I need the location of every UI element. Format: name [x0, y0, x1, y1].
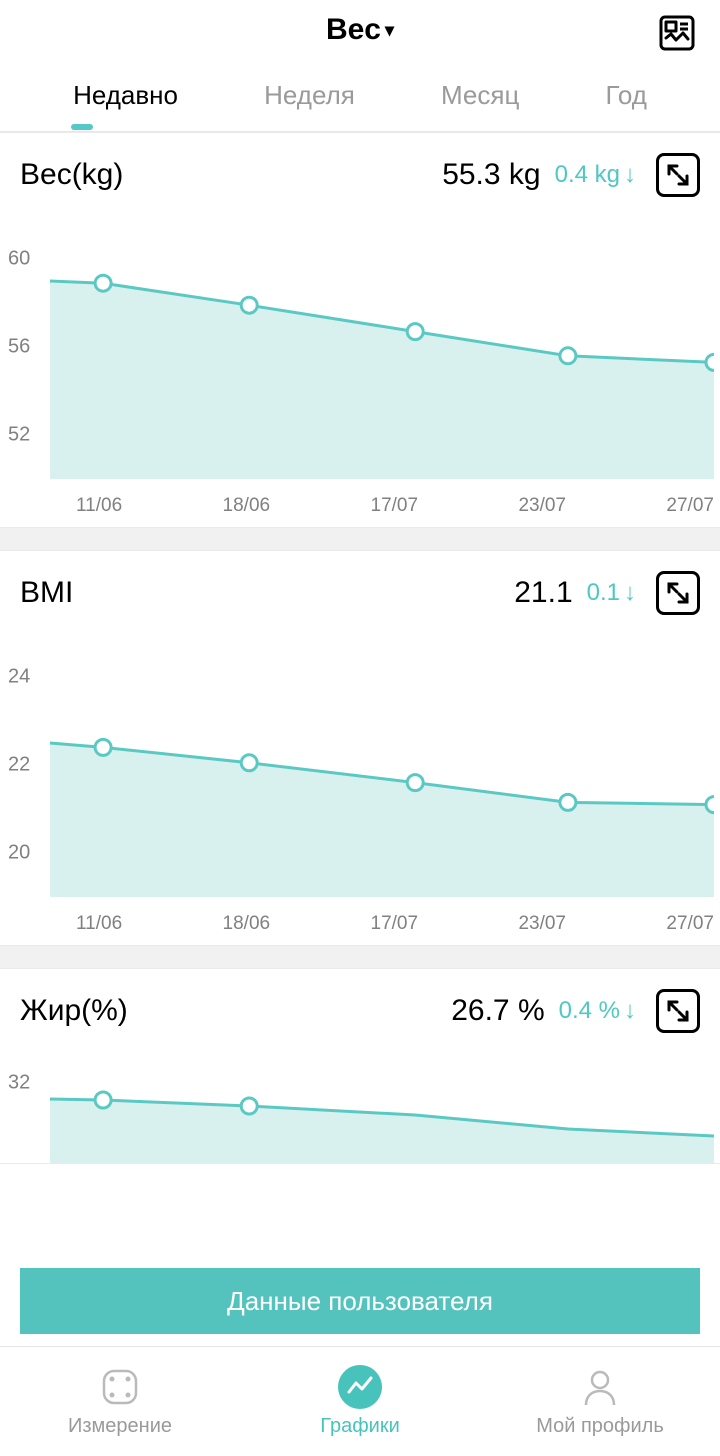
expand-button[interactable] [656, 571, 700, 615]
chevron-down-icon: ▾ [385, 20, 394, 41]
x-tick-label: 17/07 [371, 913, 419, 935]
chart-value: 55.3 kg [442, 158, 540, 192]
bottom-nav: Измерение Графики Мой профиль [0, 1346, 720, 1456]
chart-card: Bec(kg) 55.3 kg 0.4 kg ↓ 52 56 60 11/06 18/06 17… [0, 132, 720, 528]
tab-year[interactable]: Год [600, 70, 653, 121]
expand-button[interactable] [656, 989, 700, 1033]
x-tick-label: 27/07 [666, 913, 714, 935]
y-tick-label: 52 [8, 424, 30, 447]
y-tick-label: 20 [8, 842, 30, 865]
x-tick-label: 27/07 [666, 495, 714, 517]
chart-delta: 0.4 % ↓ [559, 997, 636, 1025]
chart-delta: 0.1 ↓ [587, 579, 636, 607]
y-tick-label: 56 [8, 336, 30, 359]
chart-marker [560, 794, 576, 810]
report-icon[interactable] [658, 14, 696, 57]
chart-marker [95, 1092, 111, 1108]
nav-profile[interactable]: Мой профиль [480, 1347, 720, 1456]
page-title: Bec [326, 13, 381, 47]
x-tick-label: 18/06 [223, 495, 271, 517]
chart-marker [560, 348, 576, 364]
x-axis: 11/06 18/06 17/07 23/07 27/07 [50, 913, 714, 935]
y-tick-label: 24 [8, 666, 30, 689]
chart-marker [706, 354, 714, 370]
chart-title: Жир(%) [20, 994, 128, 1028]
chart-svg [50, 217, 714, 527]
tab-recent[interactable]: Недавно [67, 70, 184, 121]
chart-marker [241, 755, 257, 771]
x-tick-label: 11/06 [76, 913, 122, 935]
chart-card: BMI 21.1 0.1 ↓ 20 22 24 11/06 18/06 17/07 23/07 27… [0, 550, 720, 946]
x-tick-label: 18/06 [223, 913, 271, 935]
chart-value: 21.1 [514, 576, 572, 610]
expand-button[interactable] [656, 153, 700, 197]
chart-marker [95, 739, 111, 755]
x-tick-label: 23/07 [518, 913, 566, 935]
y-tick-label: 32 [8, 1072, 30, 1095]
chart-card-header: Жир(%) 26.7 % 0.4 % ↓ [0, 969, 720, 1053]
chart-card-header: BMI 21.1 0.1 ↓ [0, 551, 720, 635]
chart-title: Bec(kg) [20, 158, 123, 192]
chart-value: 26.7 % [451, 994, 544, 1028]
chart-svg [50, 635, 714, 945]
chart-marker [407, 324, 423, 340]
chart-icon [338, 1365, 382, 1409]
arrow-down-icon: ↓ [624, 579, 636, 607]
chart-marker [241, 1098, 257, 1114]
chart-cards: Bec(kg) 55.3 kg 0.4 kg ↓ 52 56 60 11/06 18/06 17… [0, 132, 720, 1164]
chart-marker [241, 297, 257, 313]
arrow-down-icon: ↓ [624, 997, 636, 1025]
x-tick-label: 23/07 [518, 495, 566, 517]
x-tick-label: 17/07 [371, 495, 419, 517]
tab-week[interactable]: Неделя [258, 70, 361, 121]
x-tick-label: 11/06 [76, 495, 122, 517]
person-icon [578, 1365, 622, 1409]
user-data-button[interactable]: Данные пользователя [20, 1268, 700, 1334]
tab-month[interactable]: Месяц [435, 70, 525, 121]
chart-area: 20 22 24 11/06 18/06 17/07 23/07 27/07 [0, 635, 720, 945]
chart-marker [95, 275, 111, 291]
chart-delta: 0.4 kg ↓ [555, 161, 636, 189]
nav-label: Мой профиль [536, 1415, 664, 1438]
chart-svg [50, 1053, 714, 1163]
chart-marker [706, 797, 714, 813]
nav-label: Измерение [68, 1415, 172, 1438]
title-dropdown[interactable]: Bec ▾ [326, 13, 394, 47]
y-tick-label: 60 [8, 248, 30, 271]
chart-card: Жир(%) 26.7 % 0.4 % ↓ 32 [0, 968, 720, 1164]
nav-label: Графики [320, 1415, 400, 1438]
chart-area: 32 [0, 1053, 720, 1163]
time-range-tabs: Недавно Неделя Месяц Год [0, 60, 720, 132]
arrow-down-icon: ↓ [624, 161, 636, 189]
y-tick-label: 22 [8, 754, 30, 777]
chart-area: 52 56 60 11/06 18/06 17/07 23/07 27/07 [0, 217, 720, 527]
chart-title: BMI [20, 576, 73, 610]
nav-measure[interactable]: Измерение [0, 1347, 240, 1456]
chart-card-header: Bec(kg) 55.3 kg 0.4 kg ↓ [0, 133, 720, 217]
top-bar: Bec ▾ [0, 0, 720, 60]
x-axis: 11/06 18/06 17/07 23/07 27/07 [50, 495, 714, 517]
nav-charts[interactable]: Графики [240, 1347, 480, 1456]
chart-marker [407, 775, 423, 791]
scale-icon [98, 1365, 142, 1409]
